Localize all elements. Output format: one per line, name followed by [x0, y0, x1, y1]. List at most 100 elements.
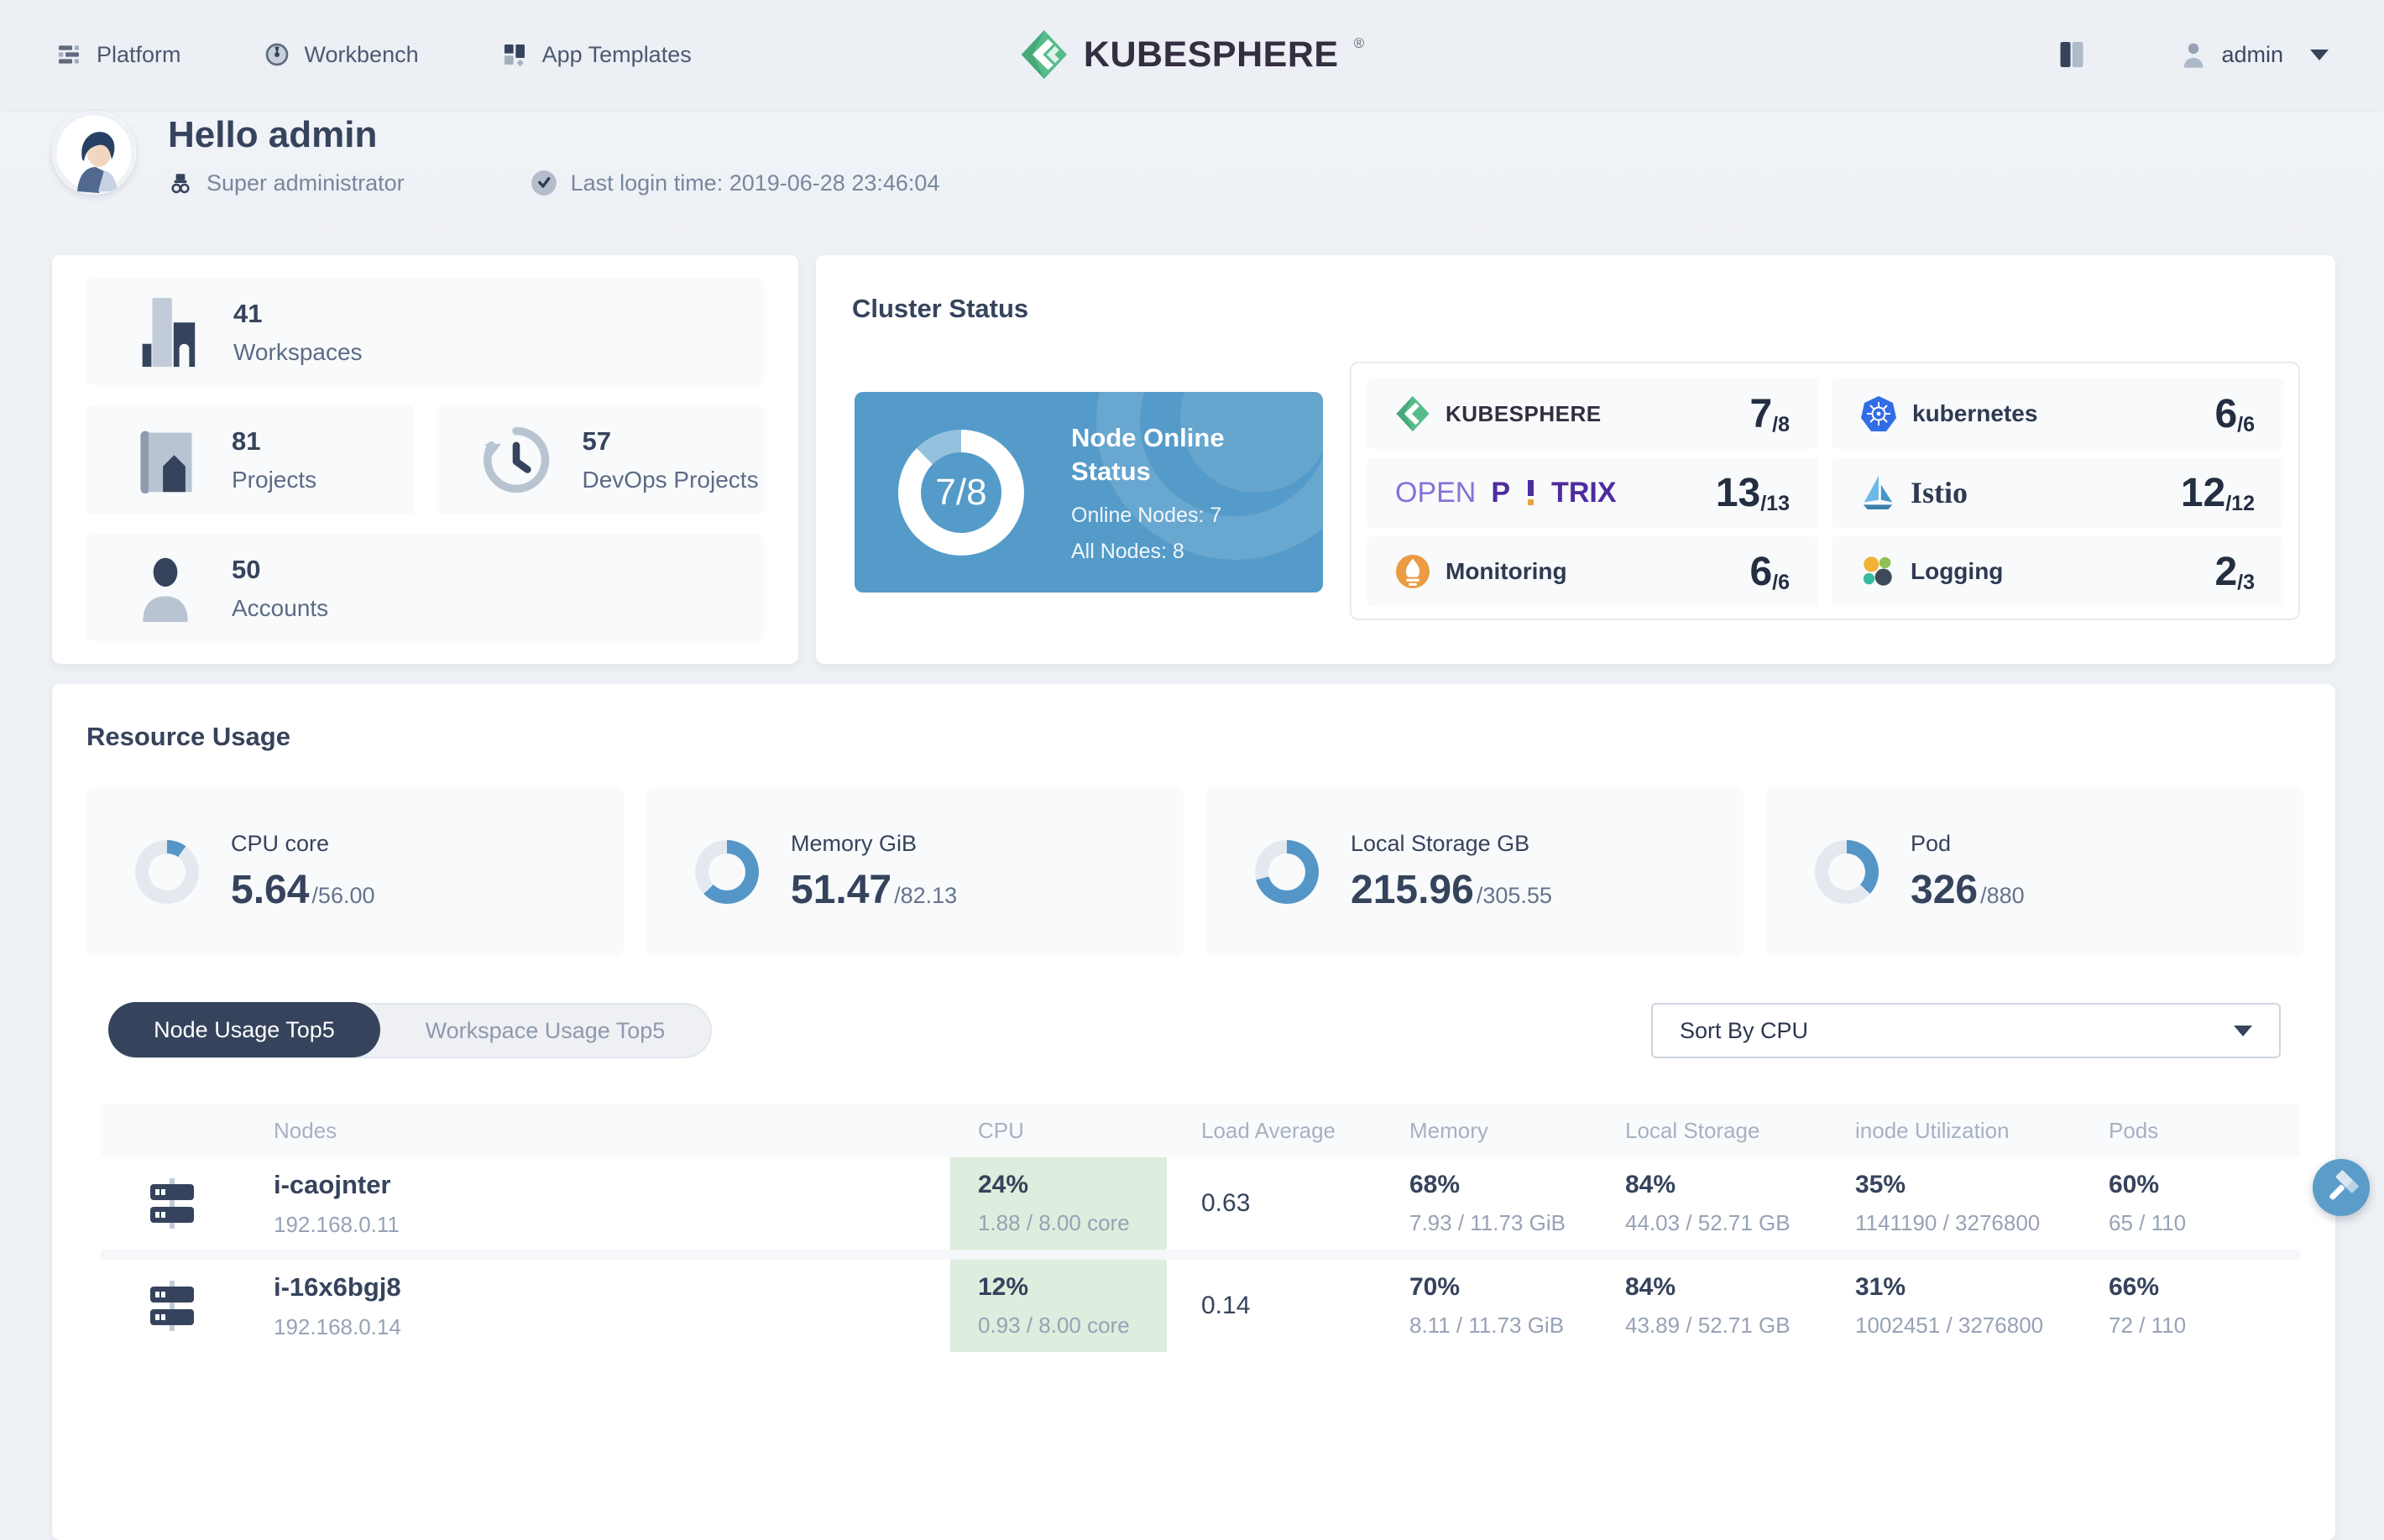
node-online-status-panel: 7/8 Node Online Status Online Nodes: 7 A…: [855, 392, 1323, 593]
nav-item-workbench[interactable]: Workbench: [264, 41, 419, 68]
cpu-usage-label: CPU core: [231, 830, 330, 856]
cpu-percent: 12%: [978, 1273, 1029, 1301]
clock-check-icon: [531, 170, 557, 196]
cpu-detail: 1.88 / 8.00 core: [978, 1210, 1130, 1235]
table-row[interactable]: i-caojnter 192.168.0.11 24% 1.88 / 8.00 …: [101, 1157, 2300, 1250]
service-name: kubernetes: [1912, 400, 2038, 426]
tab-workspace-usage-top5[interactable]: Workspace Usage Top5: [425, 1017, 666, 1043]
openpitrix-exclamation: [1527, 480, 1534, 505]
top-nav: Platform Workbench App Templates KUBESPH…: [0, 0, 2384, 109]
service-tile-logging: Logging 2/3: [1832, 536, 2283, 607]
cpu-detail: 0.93 / 8.00 core: [978, 1313, 1130, 1338]
app-templates-icon: [501, 41, 528, 68]
cpu-used: 5.64: [231, 867, 310, 912]
service-total: /8: [1772, 412, 1790, 436]
workspaces-stat-tile[interactable]: 41 Workspaces: [86, 279, 765, 385]
kubesphere-logo[interactable]: KUBESPHERE ®: [1020, 30, 1364, 79]
kubesphere-logo-mark-icon: [1020, 30, 1069, 79]
devops-stat-tile[interactable]: 57 DevOps Projects: [436, 405, 765, 514]
resource-stat-row: CPU core 5.64/56.00 Memory GiB 51.47/82.…: [86, 787, 2303, 956]
role-meta: Super administrator: [168, 170, 405, 196]
accounts-label: Accounts: [232, 594, 329, 621]
service-count: 7: [1749, 391, 1773, 436]
service-name: Monitoring: [1446, 558, 1567, 584]
resource-usage-title: Resource Usage: [86, 722, 290, 751]
workspaces-label: Workspaces: [233, 338, 363, 365]
sort-by-dropdown[interactable]: Sort By CPU: [1651, 1003, 2281, 1058]
toolbox-fab-button[interactable]: [2313, 1159, 2370, 1216]
super-admin-icon: [168, 170, 193, 196]
nav-item-label: Platform: [97, 41, 181, 67]
kubernetes-icon: [1860, 395, 1897, 432]
nav-item-label: Workbench: [304, 41, 419, 67]
platform-icon: [55, 41, 82, 68]
cpu-usage-tile: CPU core 5.64/56.00: [86, 787, 624, 956]
workspaces-count: 41: [233, 298, 263, 328]
node-online-text: Node Online Status Online Nodes: 7 All N…: [1071, 421, 1298, 564]
table-row[interactable]: i-16x6bgj8 192.168.0.14 12% 0.93 / 8.00 …: [101, 1260, 2300, 1352]
service-count: 12: [2180, 470, 2226, 515]
nav-item-app-templates[interactable]: App Templates: [501, 41, 692, 68]
pods-percent: 60%: [2109, 1171, 2160, 1198]
hero-banner: Hello admin Super administrator Last log…: [0, 109, 2384, 250]
cluster-status-title: Cluster Status: [852, 294, 1029, 323]
openpitrix-suffix: TRIX: [1551, 476, 1617, 509]
sort-by-value: Sort By CPU: [1680, 1017, 1809, 1043]
service-total: /6: [2237, 412, 2255, 436]
memory-usage-label: Memory GiB: [791, 830, 918, 856]
col-header-storage: Local Storage: [1625, 1117, 1760, 1143]
service-count: 2: [2214, 549, 2238, 594]
hammer-icon: [2324, 1170, 2359, 1205]
service-tile-istio: Istio 12/12: [1832, 457, 2283, 528]
documentation-icon[interactable]: [2057, 38, 2087, 71]
inode-percent: 31%: [1855, 1273, 1906, 1301]
node-ip: 192.168.0.14: [274, 1313, 401, 1339]
storage-usage-label: Local Storage GB: [1351, 830, 1530, 856]
cluster-status-card: Cluster Status 7/8 Node Online Status On…: [816, 255, 2335, 664]
col-header-inode: inode Utilization: [1855, 1117, 2010, 1143]
nav-right: admin: [2057, 38, 2329, 71]
service-total: /13: [1760, 491, 1790, 515]
inode-detail: 1141190 / 3276800: [1855, 1210, 2041, 1235]
avatar: [52, 111, 136, 195]
accounts-stat-tile[interactable]: 50 Accounts: [86, 535, 765, 641]
workbench-icon: [264, 41, 290, 68]
openpitrix-wordmark: OPEN P TRIX: [1395, 477, 1617, 509]
storage-usage-donut: [1255, 839, 1319, 904]
pods-detail: 72 / 110: [2109, 1313, 2187, 1338]
col-header-nodes: Nodes: [274, 1117, 337, 1143]
pods-detail: 65 / 110: [2109, 1210, 2187, 1235]
storage-percent: 84%: [1625, 1273, 1676, 1301]
nav-item-platform[interactable]: Platform: [55, 41, 181, 68]
service-name: Istio: [1911, 476, 1968, 509]
logo-registered-mark: ®: [1353, 35, 1365, 51]
workspaces-icon: [129, 293, 203, 372]
user-menu[interactable]: admin: [2179, 39, 2329, 70]
kubesphere-icon: [1395, 396, 1430, 431]
memory-usage-tile: Memory GiB 51.47/82.13: [646, 787, 1184, 956]
pod-usage-tile: Pod 326/880: [1766, 787, 2303, 956]
storage-usage-tile: Local Storage GB 215.96/305.55: [1206, 787, 1744, 956]
last-login-meta: Last login time: 2019-06-28 23:46:04: [531, 170, 939, 196]
service-count: 6: [2214, 391, 2238, 436]
chevron-down-icon: [2234, 1025, 2252, 1036]
memory-percent: 68%: [1409, 1171, 1461, 1198]
service-tile-kubernetes: kubernetes 6/6: [1832, 378, 2283, 449]
projects-icon: [129, 421, 201, 499]
cpu-total: /56.00: [311, 882, 375, 908]
tab-node-usage-top5[interactable]: Node Usage Top5: [108, 1002, 380, 1057]
memory-detail: 8.11 / 11.73 GiB: [1409, 1313, 1565, 1338]
memory-percent: 70%: [1409, 1273, 1461, 1301]
pod-used: 326: [1911, 867, 1979, 912]
node-online-donut: 7/8: [898, 429, 1024, 556]
storage-detail: 44.03 / 52.71 GB: [1625, 1210, 1791, 1235]
projects-stat-tile[interactable]: 81 Projects: [86, 405, 415, 514]
nav-item-label: App Templates: [541, 41, 692, 67]
node-name: i-16x6bgj8: [274, 1271, 401, 1302]
memory-usage-donut: [695, 839, 759, 904]
service-total: /6: [1772, 570, 1790, 594]
pod-usage-donut: [1815, 839, 1879, 904]
load-average-value: 0.14: [1201, 1292, 1251, 1319]
storage-total: /305.55: [1476, 882, 1552, 908]
cpu-usage-donut: [135, 839, 199, 904]
